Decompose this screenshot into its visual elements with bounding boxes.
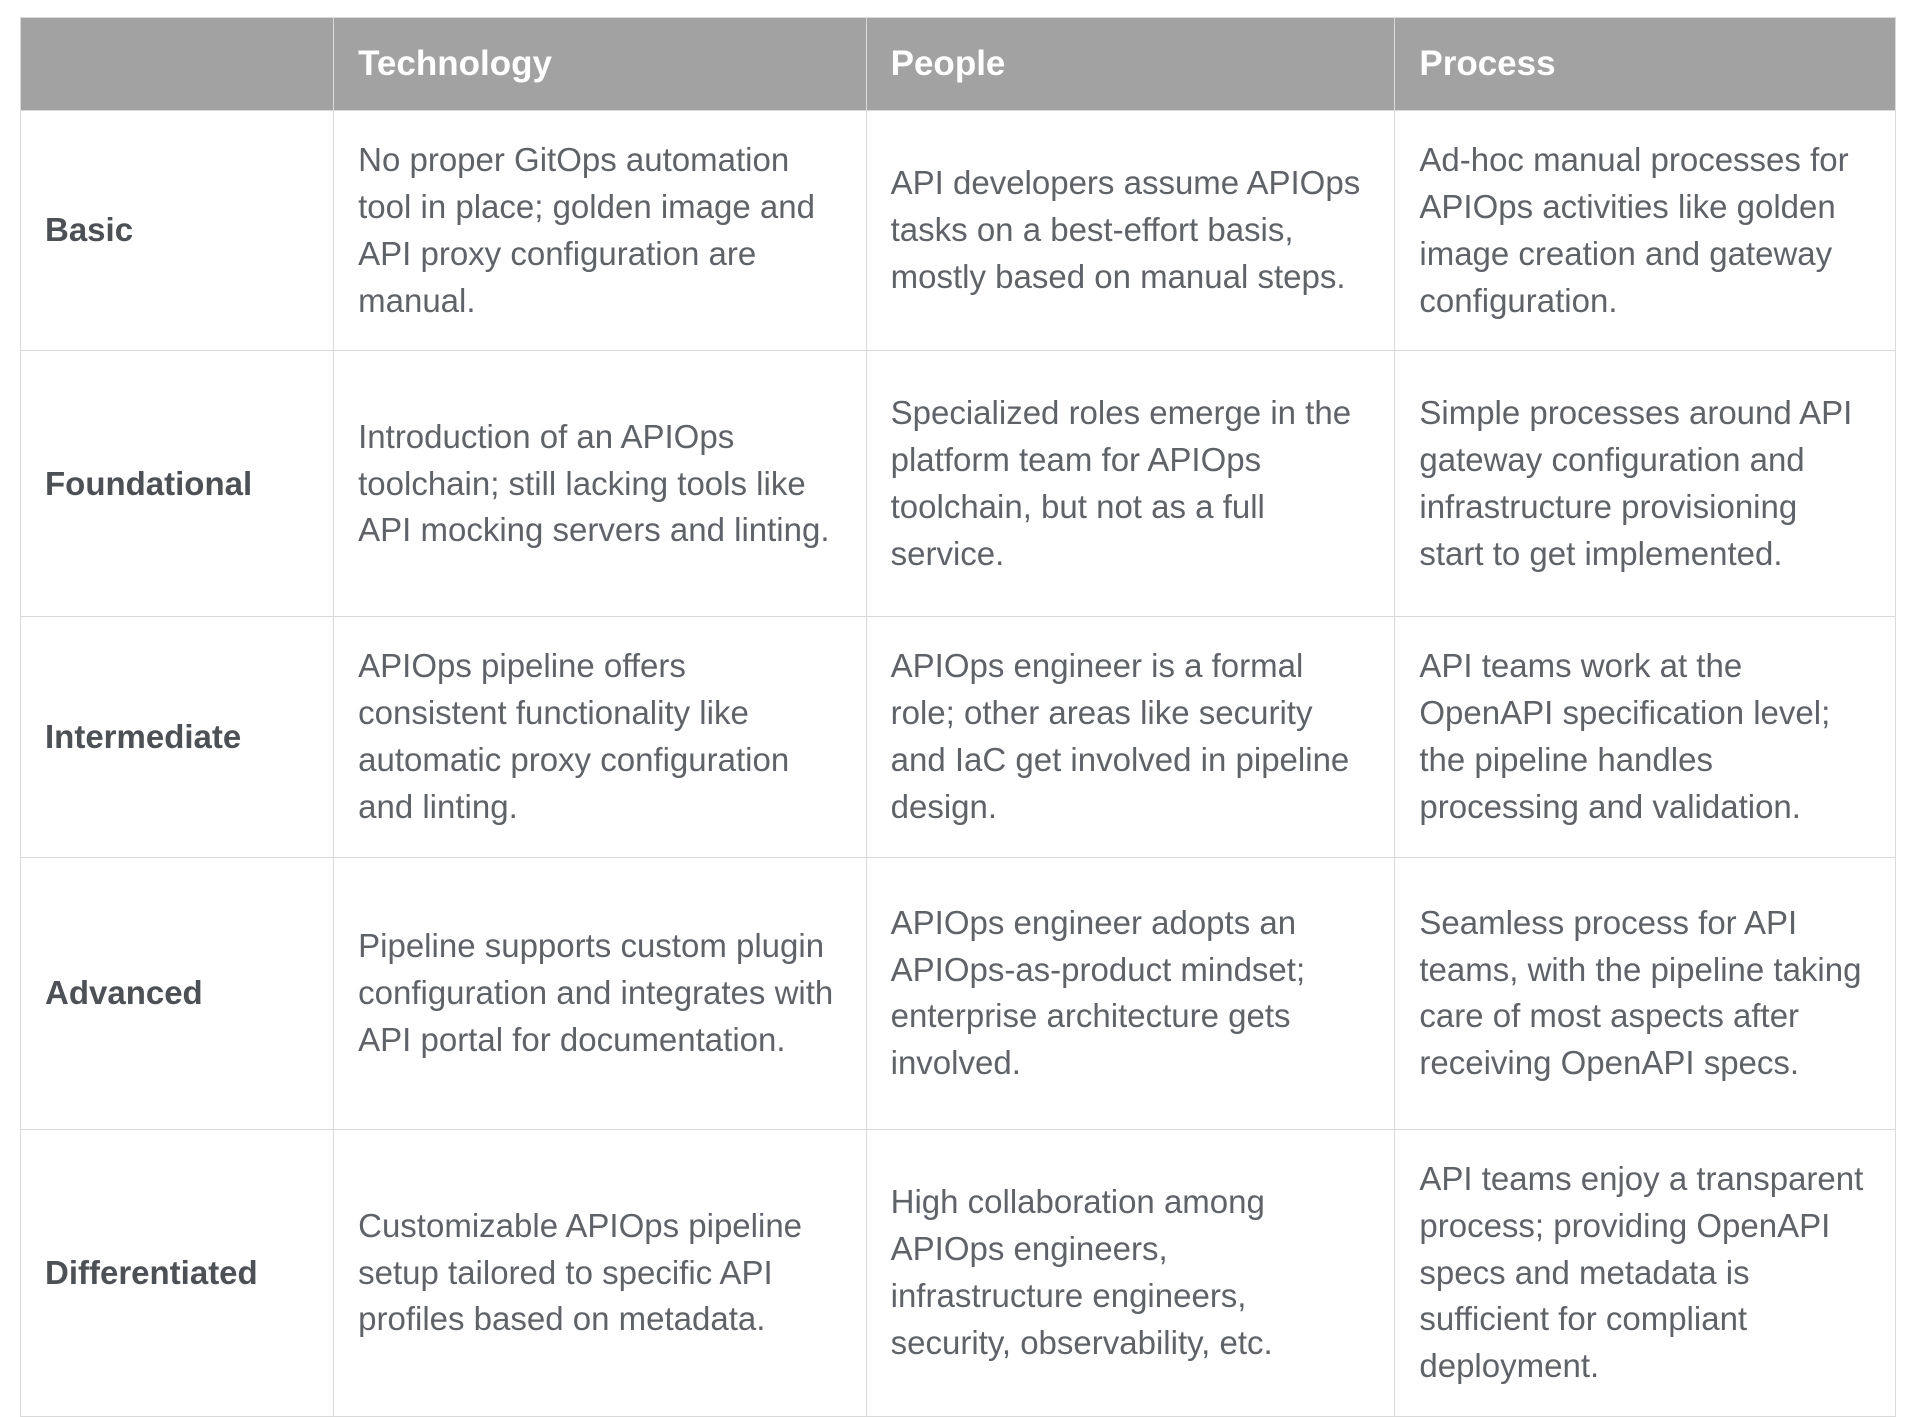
row-label-foundational: Foundational xyxy=(19,350,335,618)
cell-differentiated-people: High collaboration among APIOps engineer… xyxy=(865,1128,1396,1417)
cell-foundational-technology: Introduction of an APIOps toolchain; sti… xyxy=(333,350,867,618)
cell-foundational-process: Simple processes around API gateway conf… xyxy=(1394,350,1896,618)
apiops-maturity-table: Technology People Process Basic No prope… xyxy=(19,17,1896,1417)
cell-differentiated-process: API teams enjoy a transparent process; p… xyxy=(1394,1128,1896,1417)
column-header-technology: Technology xyxy=(333,17,867,111)
cell-intermediate-people: APIOps engineer is a formal role; other … xyxy=(865,616,1396,858)
cell-differentiated-technology: Customizable APIOps pipeline setup tailo… xyxy=(333,1128,867,1417)
page: Technology People Process Basic No prope… xyxy=(19,17,1896,1417)
table-row-differentiated: Differentiated Customizable APIOps pipel… xyxy=(19,1128,1896,1417)
column-header-process: Process xyxy=(1394,17,1896,111)
cell-advanced-people: APIOps engineer adopts an APIOps-as-prod… xyxy=(865,856,1396,1130)
cell-foundational-people: Specialized roles emerge in the platform… xyxy=(865,350,1396,618)
table-row-advanced: Advanced Pipeline supports custom plugin… xyxy=(19,856,1896,1130)
row-label-basic: Basic xyxy=(19,109,335,352)
cell-intermediate-process: API teams work at the OpenAPI specificat… xyxy=(1394,616,1896,858)
row-label-differentiated: Differentiated xyxy=(19,1128,335,1417)
cell-basic-technology: No proper GitOps automation tool in plac… xyxy=(333,109,867,352)
cell-advanced-process: Seamless process for API teams, with the… xyxy=(1394,856,1896,1130)
cell-basic-process: Ad-hoc manual processes for APIOps activ… xyxy=(1394,109,1896,352)
cell-basic-people: API developers assume APIOps tasks on a … xyxy=(865,109,1396,352)
table-row-foundational: Foundational Introduction of an APIOps t… xyxy=(19,350,1896,618)
header-row: Technology People Process xyxy=(19,17,1896,111)
corner-header-cell xyxy=(19,17,335,111)
table-row-basic: Basic No proper GitOps automation tool i… xyxy=(19,109,1896,352)
row-label-intermediate: Intermediate xyxy=(19,616,335,858)
cell-intermediate-technology: APIOps pipeline offers consistent functi… xyxy=(333,616,867,858)
table-row-intermediate: Intermediate APIOps pipeline offers cons… xyxy=(19,616,1896,858)
column-header-people: People xyxy=(865,17,1396,111)
cell-advanced-technology: Pipeline supports custom plugin configur… xyxy=(333,856,867,1130)
row-label-advanced: Advanced xyxy=(19,856,335,1130)
